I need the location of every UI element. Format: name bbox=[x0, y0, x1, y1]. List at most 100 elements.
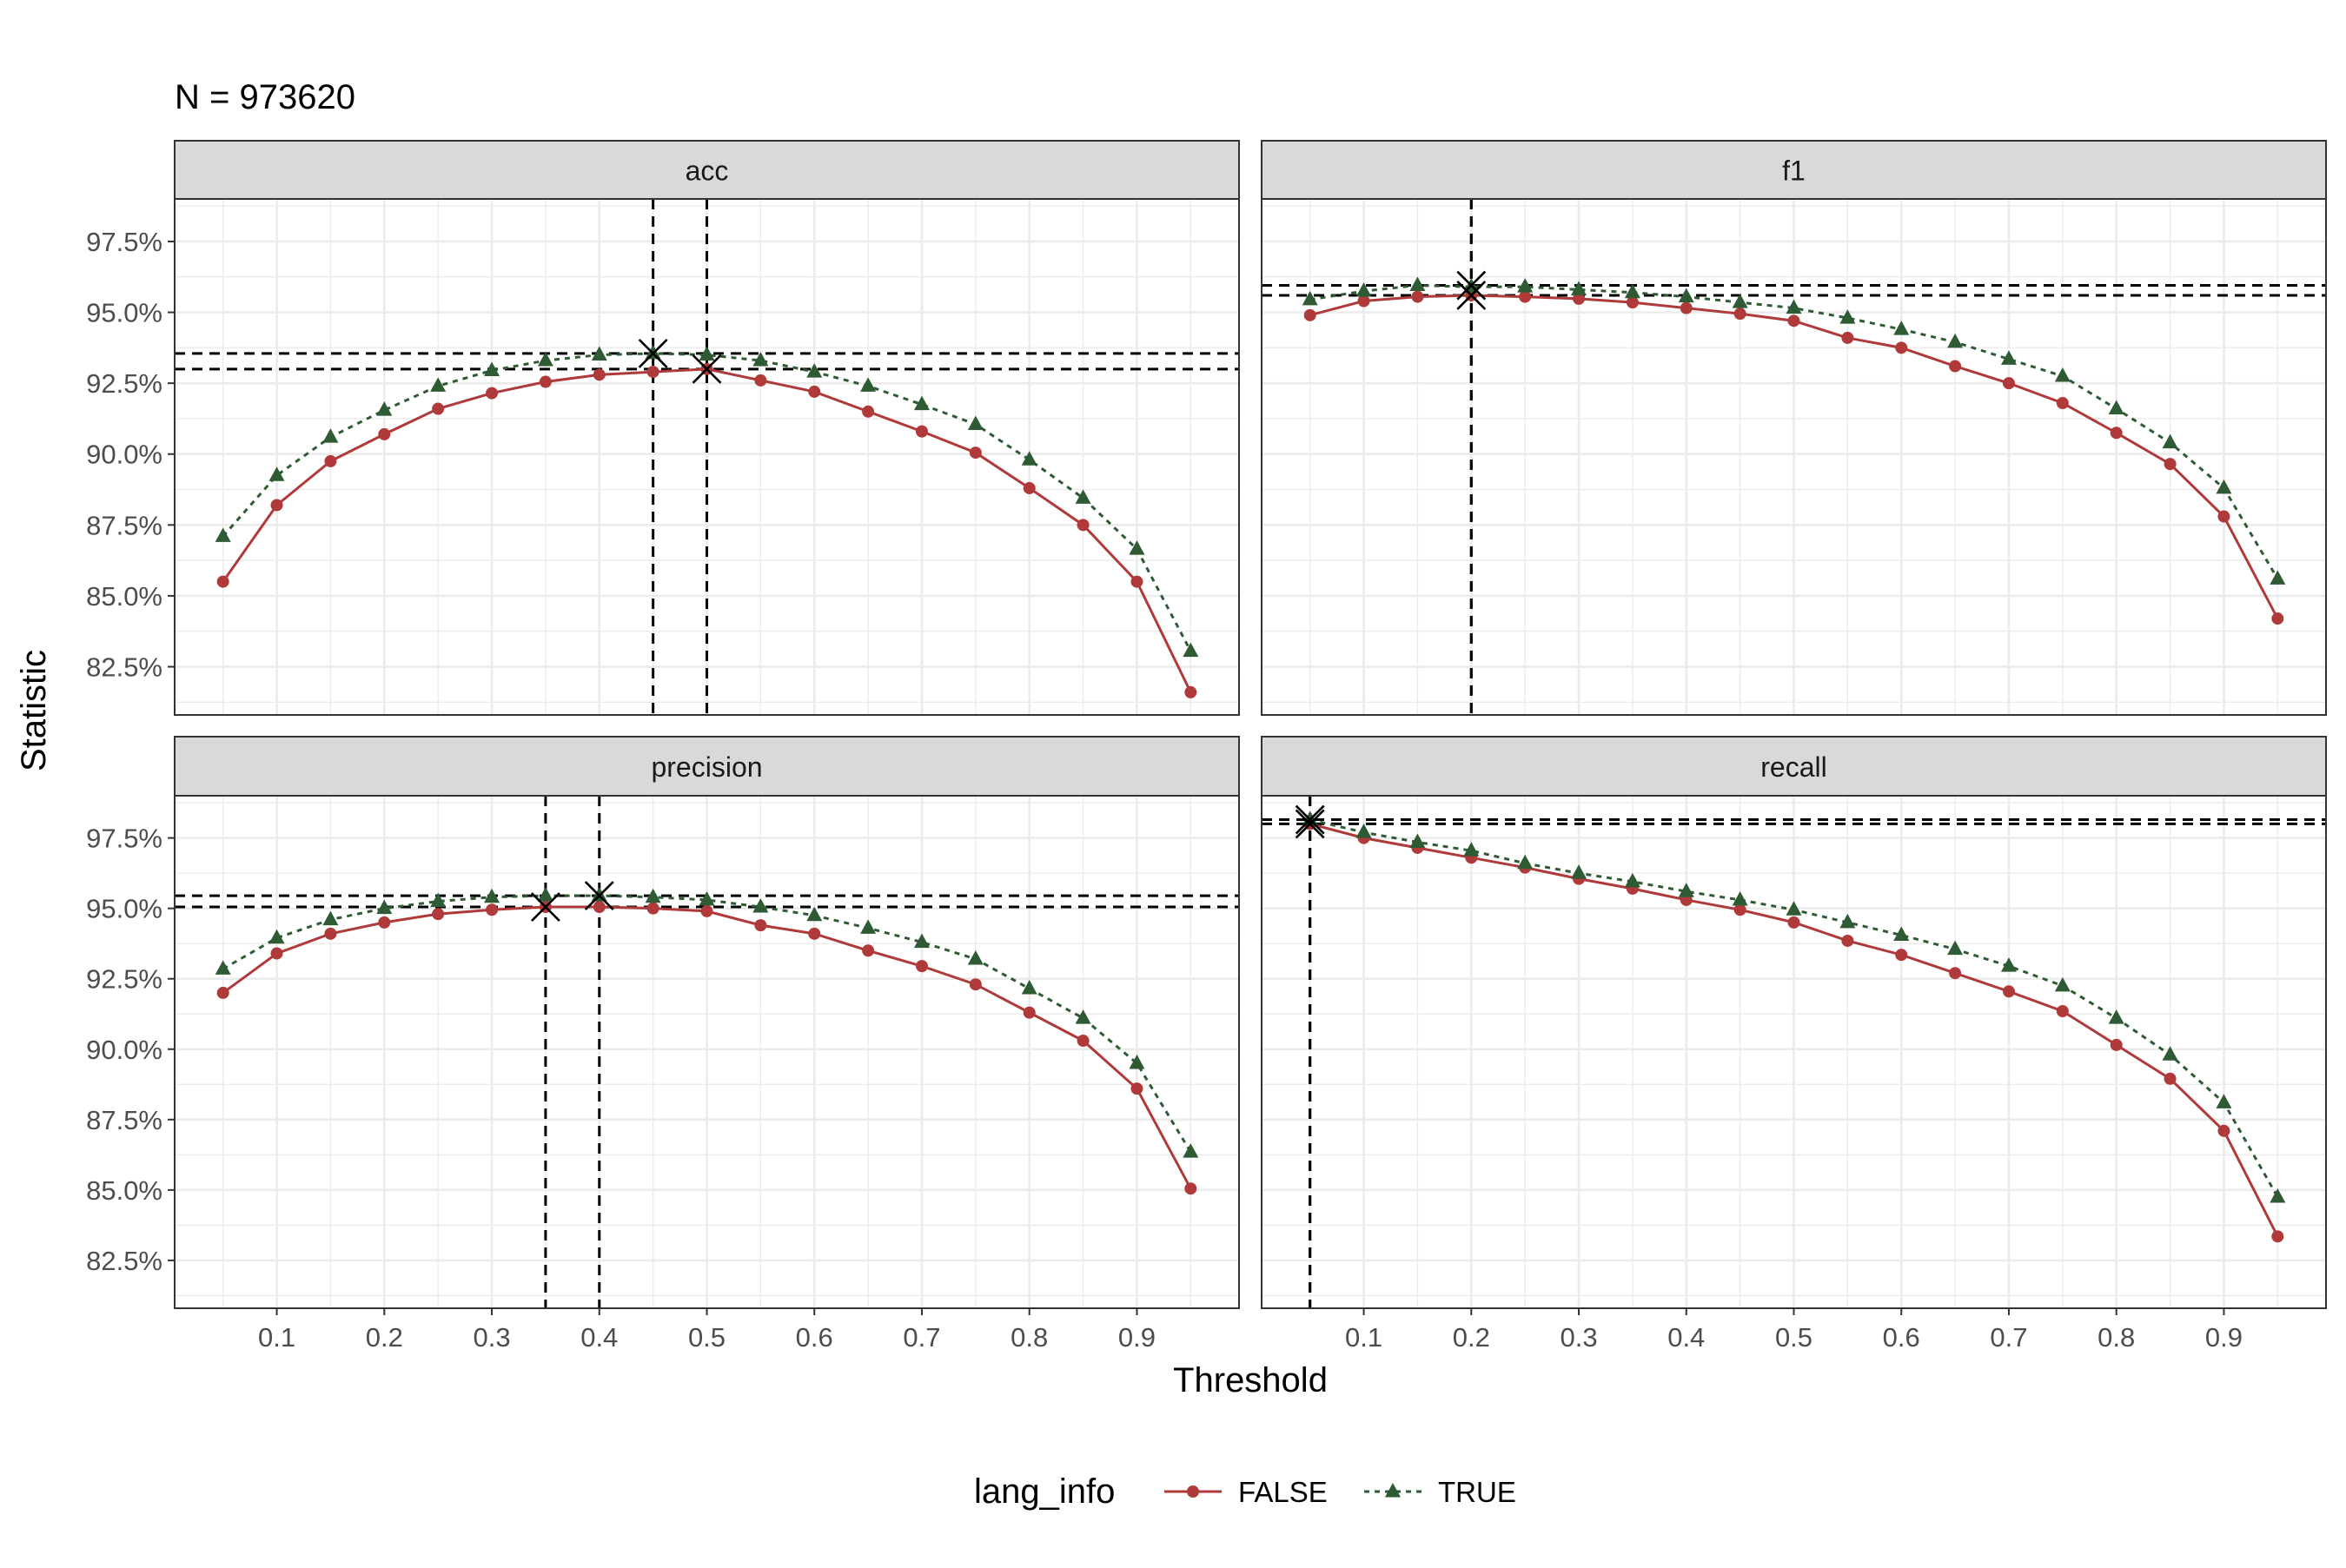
x-tick-label: 0.7 bbox=[903, 1322, 940, 1353]
data-point-false bbox=[270, 499, 283, 512]
data-point-true bbox=[1021, 451, 1037, 466]
data-point-false bbox=[862, 944, 875, 957]
y-tick-label: 92.5% bbox=[86, 964, 162, 995]
x-tick-label: 0.1 bbox=[258, 1322, 295, 1353]
data-point-true bbox=[1947, 940, 1964, 956]
data-point-true bbox=[484, 888, 500, 903]
data-point-false bbox=[862, 405, 875, 418]
data-point-false bbox=[1184, 1182, 1197, 1195]
data-point-true bbox=[967, 415, 984, 430]
data-point-false bbox=[1077, 1035, 1090, 1048]
data-point-true bbox=[1624, 872, 1640, 888]
data-point-true bbox=[860, 919, 877, 934]
x-tick-label: 0.5 bbox=[688, 1322, 726, 1353]
data-point-true bbox=[1624, 283, 1640, 299]
data-point-true bbox=[699, 890, 715, 906]
x-tick-label: 0.6 bbox=[796, 1322, 833, 1353]
x-tick-label: 0.4 bbox=[580, 1322, 618, 1353]
data-point-false bbox=[593, 368, 606, 381]
data-point-false bbox=[1733, 308, 1746, 321]
data-point-true bbox=[967, 950, 984, 965]
data-point-false bbox=[2056, 396, 2069, 409]
data-point-false bbox=[1130, 1082, 1143, 1095]
data-point-false bbox=[1787, 314, 1800, 327]
data-point-true bbox=[1183, 1143, 1199, 1158]
data-point-false bbox=[1573, 292, 1586, 305]
y-tick-label: 82.5% bbox=[86, 652, 162, 683]
x-axis-title: Threshold bbox=[1173, 1361, 1328, 1399]
data-point-false bbox=[1519, 290, 1532, 303]
data-point-true bbox=[1129, 1054, 1145, 1069]
data-point-false bbox=[915, 425, 928, 438]
data-point-true bbox=[2108, 400, 2124, 415]
y-tick-label: 92.5% bbox=[86, 368, 162, 399]
data-point-true bbox=[806, 906, 823, 922]
data-point-true bbox=[537, 352, 553, 367]
facet-panels: acc 82.5% 85.0% 87.5% 90.0% 92.5% 95.0% 97.5% f1… bbox=[86, 140, 2327, 1353]
data-point-true bbox=[1839, 309, 1856, 324]
data-point-false bbox=[808, 385, 821, 398]
y-tick-label: 97.5% bbox=[86, 227, 162, 257]
y-tick-label: 90.0% bbox=[86, 440, 162, 470]
data-point-false bbox=[915, 960, 928, 973]
data-point-false bbox=[324, 454, 337, 467]
data-point-true bbox=[1517, 854, 1534, 870]
data-point-false bbox=[2217, 1124, 2230, 1137]
data-point-true bbox=[860, 377, 877, 392]
data-point-true bbox=[322, 910, 339, 926]
data-point-true bbox=[2216, 479, 2232, 494]
facet-strip-label: recall bbox=[1760, 751, 1826, 783]
data-point-false bbox=[1303, 308, 1316, 321]
x-tick-label: 0.6 bbox=[1883, 1322, 1920, 1353]
data-point-false bbox=[486, 903, 499, 916]
data-point-true bbox=[1732, 294, 1748, 308]
legend-label-FALSE: FALSE bbox=[1238, 1476, 1328, 1508]
data-point-true bbox=[645, 888, 661, 903]
data-point-true bbox=[484, 361, 500, 376]
facet-strip bbox=[174, 736, 1240, 797]
data-point-true bbox=[1517, 278, 1534, 293]
data-point-false bbox=[700, 904, 713, 917]
data-point-false bbox=[1626, 296, 1639, 309]
data-point-true bbox=[2000, 350, 2017, 365]
data-point-false bbox=[2271, 1230, 2284, 1243]
y-tick-label: 95.0% bbox=[86, 894, 162, 924]
best-marker-TRUE bbox=[1295, 804, 1325, 835]
facet-strip-label: f1 bbox=[1782, 155, 1806, 187]
x-tick-label: 0.5 bbox=[1775, 1322, 1813, 1353]
data-point-false bbox=[1023, 481, 1036, 494]
data-point-true bbox=[430, 892, 447, 908]
data-point-false bbox=[593, 901, 606, 914]
data-point-false bbox=[270, 947, 283, 960]
data-point-false bbox=[216, 986, 229, 999]
data-point-false bbox=[1184, 685, 1197, 698]
x-tick-label: 0.8 bbox=[1011, 1322, 1048, 1353]
data-point-false bbox=[1949, 360, 1962, 373]
data-point-true bbox=[2108, 1009, 2124, 1024]
data-point-true bbox=[1183, 642, 1199, 658]
data-point-true bbox=[1302, 290, 1318, 306]
data-point-true bbox=[1893, 321, 1910, 335]
data-point-false bbox=[808, 927, 821, 940]
data-point-true bbox=[2216, 1094, 2232, 1108]
y-tick-label: 85.0% bbox=[86, 1175, 162, 1206]
data-point-false bbox=[2002, 377, 2015, 390]
x-tick-label: 0.4 bbox=[1667, 1322, 1705, 1353]
data-point-true bbox=[2054, 976, 2071, 992]
facet-panel-recall: recall 0.1 0.2 0.3 0.4 0.5 0.6 0.7 0.8 0.9 bbox=[1261, 736, 2327, 1353]
data-point-true bbox=[752, 898, 769, 913]
data-point-true bbox=[806, 363, 823, 378]
data-point-true bbox=[1893, 926, 1910, 941]
x-tick-label: 0.9 bbox=[1118, 1322, 1156, 1353]
x-tick-label: 0.1 bbox=[1345, 1322, 1382, 1353]
data-point-true bbox=[2054, 367, 2071, 382]
legend-key-point-true bbox=[1385, 1483, 1401, 1498]
chart-subtitle: N = 973620 bbox=[175, 78, 355, 116]
data-point-true bbox=[2162, 1046, 2178, 1061]
data-point-false bbox=[378, 427, 391, 440]
data-point-false bbox=[1895, 341, 1908, 354]
data-point-true bbox=[1947, 333, 1964, 348]
data-point-true bbox=[1409, 833, 1426, 848]
